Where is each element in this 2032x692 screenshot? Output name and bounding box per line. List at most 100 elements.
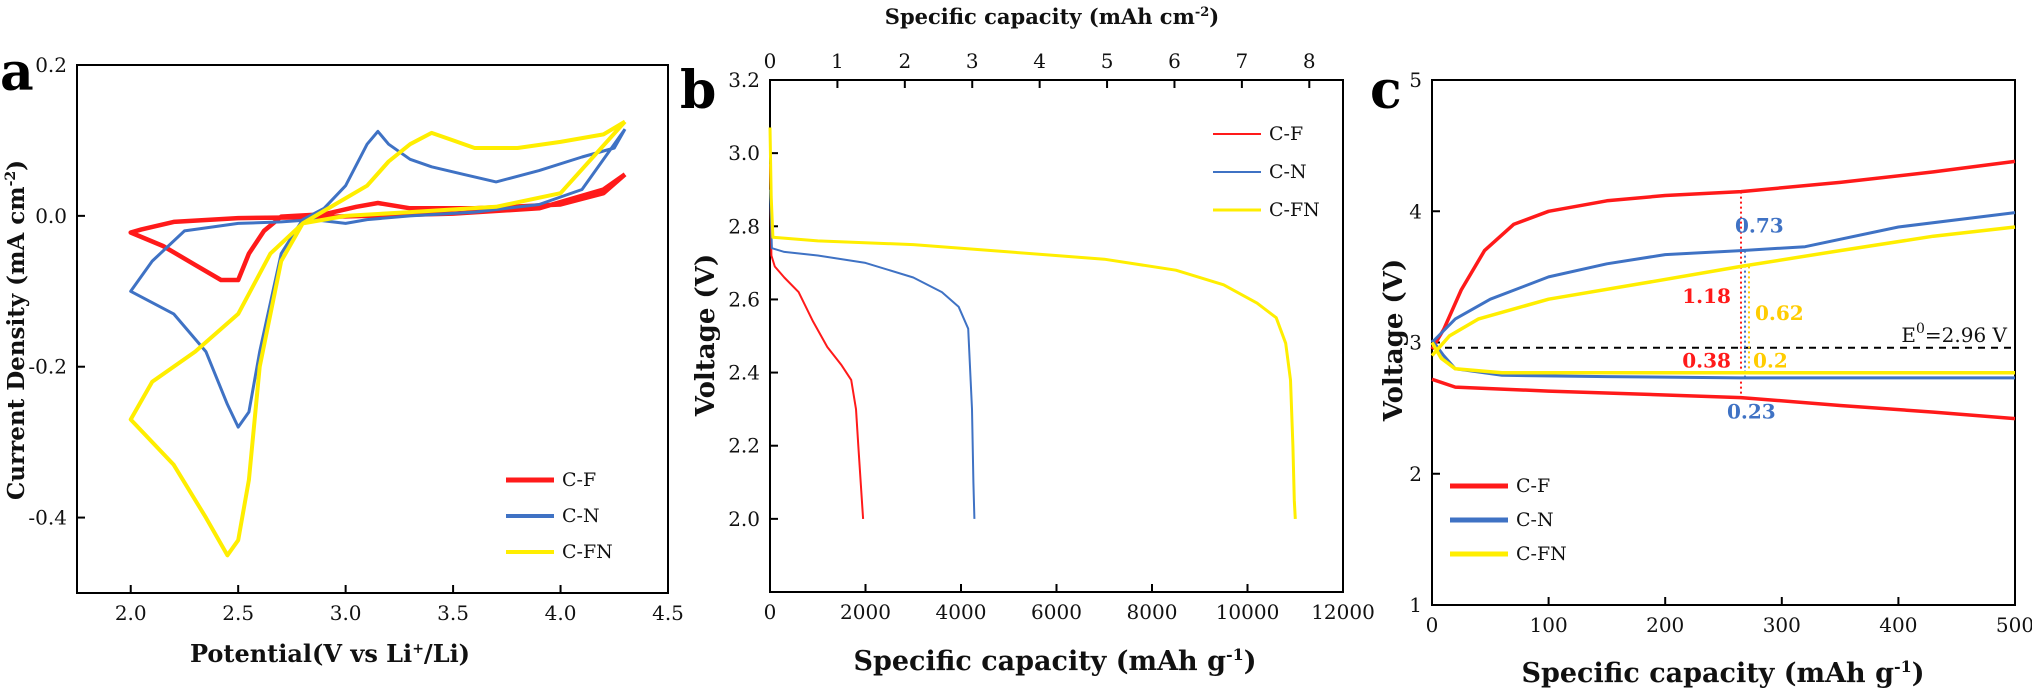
- panel-b-y-tick-label: 2.4: [728, 361, 760, 385]
- panel-a-x-tick-label: 2.5: [222, 601, 254, 625]
- panel-b-legend-label: C-FN: [1269, 199, 1320, 221]
- panel-b-x2-tick-label: 7: [1236, 49, 1249, 73]
- panel-a-legend-label: C-F: [562, 469, 596, 491]
- panel-c-x-tick-label: 500: [1996, 613, 2032, 637]
- panel-c-y-tick-label: 5: [1409, 68, 1422, 92]
- panel-b-y-tick-label: 2.2: [728, 434, 760, 458]
- panel-b-x2-tick-label: 6: [1168, 49, 1181, 73]
- panel-b-x-tick-label: 0: [764, 600, 777, 624]
- panel-c-annotation: 1.18: [1682, 284, 1731, 308]
- panel-b-x-axis-label: Specific capacity (mAh g-1): [853, 645, 1256, 677]
- panel-c-y-tick-label: 4: [1409, 199, 1422, 223]
- panel-c-y-tick-label: 2: [1409, 462, 1422, 486]
- panel-a-c-fn-line: [128, 119, 627, 558]
- panel-a-x-axis-label: Potential(V vs Li+/Li): [190, 639, 470, 668]
- panel-c-c-fn-discharge-line: [1430, 341, 2015, 375]
- panel-c-x-axis-label: Specific capacity (mAh g-1): [1521, 657, 1924, 689]
- panel-b-x-tick-label: 8000: [1127, 600, 1178, 624]
- panel-a-frame: [76, 64, 669, 594]
- panel-a-y-tick-label: -0.4: [28, 506, 67, 530]
- panel-c-x-tick-label: 300: [1763, 613, 1801, 637]
- panel-c-x-tick-label: 200: [1646, 613, 1684, 637]
- panel-b-legend: C-F C-N C-FN: [1213, 123, 1320, 221]
- panel-b-y-tick-label: 2.6: [728, 287, 760, 311]
- panel-c-x-tick-label: 0: [1426, 613, 1439, 637]
- panel-b-x-tick-label: 4000: [936, 600, 987, 624]
- panel-a-x-ticks: 2.0 2.5 3.0 3.5 4.0 4.5: [115, 585, 684, 625]
- panel-a: a 2.0 2.5 3.0 3.5 4.0 4.5 0.2 0.0 -0.2 -0.4 Pote…: [0, 42, 684, 668]
- panel-b-legend-label: C-N: [1269, 161, 1307, 183]
- panel-a-c-n-line: [129, 128, 627, 429]
- panel-c-legend: C-F C-N C-FN: [1450, 475, 1567, 565]
- panel-c-c-f-charge-line: [1430, 159, 2016, 350]
- panel-a-y-tick-label: 0.2: [35, 53, 67, 77]
- panel-b-x2-tick-label: 8: [1303, 49, 1316, 73]
- panel-a-label: a: [0, 42, 34, 103]
- panel-a-x-tick-label: 3.5: [437, 601, 469, 625]
- panel-b-top-x-ticks: 0 1 2 3 4 5 6 7 8: [764, 49, 1316, 88]
- panel-b-x2-tick-label: 5: [1101, 49, 1114, 73]
- panel-b-y-axis-label: Voltage (V): [691, 254, 721, 417]
- panel-b-top-x-axis-label: Specific capacity (mAh cm-2): [885, 4, 1219, 29]
- panel-c-annotation: 0.23: [1727, 400, 1776, 424]
- panel-b-x2-tick-label: 4: [1033, 49, 1046, 73]
- panel-b-x-tick-label: 6000: [1031, 600, 1082, 624]
- panel-a-legend-label: C-N: [562, 505, 600, 527]
- panel-c-x-tick-label: 100: [1530, 613, 1568, 637]
- panel-a-y-axis-label: Current Density (mA cm-2): [3, 160, 30, 500]
- panel-c-legend-label: C-N: [1516, 509, 1554, 531]
- panel-b-c-n-line: [769, 189, 976, 519]
- panel-c-annotation: 0.2: [1753, 348, 1788, 372]
- panel-c-x-ticks: 0 100 200 300 400 500: [1426, 597, 2032, 637]
- panel-c-y-tick-label: 3: [1409, 331, 1422, 355]
- panel-c-c-fn-charge-line: [1430, 225, 2016, 357]
- panel-b-frame: [769, 79, 1344, 593]
- panel-b-y-tick-label: 2.8: [728, 214, 760, 238]
- panel-c-legend-label: C-F: [1516, 475, 1550, 497]
- panel-c-y-ticks: 5 4 3 2 1: [1409, 68, 1440, 617]
- panel-c-c-n-discharge-line: [1430, 339, 2015, 380]
- panel-b-c-fn-line: [768, 127, 1297, 519]
- panel-b-c-f-line: [769, 164, 865, 519]
- panel-c-y-tick-label: 1: [1409, 593, 1422, 617]
- panel-b-x2-tick-label: 3: [966, 49, 979, 73]
- panel-c-x-tick-label: 400: [1879, 613, 1917, 637]
- panel-b-y-tick-label: 3.0: [728, 141, 760, 165]
- panel-c-annotations: 0.73 1.18 0.62 0.38 0.2 0.23: [1682, 213, 1803, 423]
- panel-c-annotation: 0.62: [1755, 301, 1804, 325]
- panel-c: c 0 100 200 300 400 500 5 4 3 2 1 E0=2.96 V 0.73 1…: [1370, 60, 2032, 689]
- panel-b-y-tick-label: 3.2: [728, 68, 760, 92]
- panel-a-y-tick-label: 0.0: [35, 204, 67, 228]
- panel-b-legend-label: C-F: [1269, 123, 1303, 145]
- panel-c-annotation: 0.38: [1682, 348, 1731, 372]
- panel-c-annotation: 0.73: [1735, 213, 1784, 237]
- panel-c-series: [1430, 159, 2016, 421]
- panel-a-legend-label: C-FN: [562, 541, 613, 563]
- panel-b-x2-tick-label: 2: [898, 49, 911, 73]
- panel-a-x-tick-label: 4.5: [652, 601, 684, 625]
- panel-c-label: c: [1370, 60, 1402, 121]
- panel-b-label: b: [680, 60, 716, 121]
- panel-c-reference-label: E0=2.96 V: [1901, 321, 2007, 347]
- panel-b-x2-tick-label: 0: [764, 49, 777, 73]
- panel-a-x-tick-label: 4.0: [545, 601, 577, 625]
- panel-c-legend-label: C-FN: [1516, 543, 1567, 565]
- panel-b-x-ticks: 0 2000 4000 6000 8000 10000 12000: [764, 584, 1375, 624]
- panel-b-y-tick-label: 2.0: [728, 507, 760, 531]
- panel-a-y-ticks: 0.2 0.0 -0.2 -0.4: [28, 53, 85, 530]
- panel-a-legend: C-F C-N C-FN: [506, 469, 613, 563]
- panel-b-x-tick-label: 2000: [840, 600, 891, 624]
- panel-a-series: [128, 119, 627, 558]
- panel-c-c-f-discharge-line: [1431, 377, 2016, 421]
- panel-b-x-tick-label: 10000: [1216, 600, 1280, 624]
- panel-c-y-axis-label: Voltage (V): [1379, 259, 1409, 422]
- panel-c-c-n-charge-line: [1430, 211, 2016, 344]
- panel-b-series: [768, 127, 1297, 519]
- panel-a-x-tick-label: 3.0: [330, 601, 362, 625]
- panel-a-y-tick-label: -0.2: [28, 355, 67, 379]
- panel-b-y-ticks: 3.2 3.0 2.8 2.6 2.4 2.2 2.0: [728, 68, 778, 531]
- panel-a-x-tick-label: 2.0: [115, 601, 147, 625]
- panel-b-x2-tick-label: 1: [831, 49, 844, 73]
